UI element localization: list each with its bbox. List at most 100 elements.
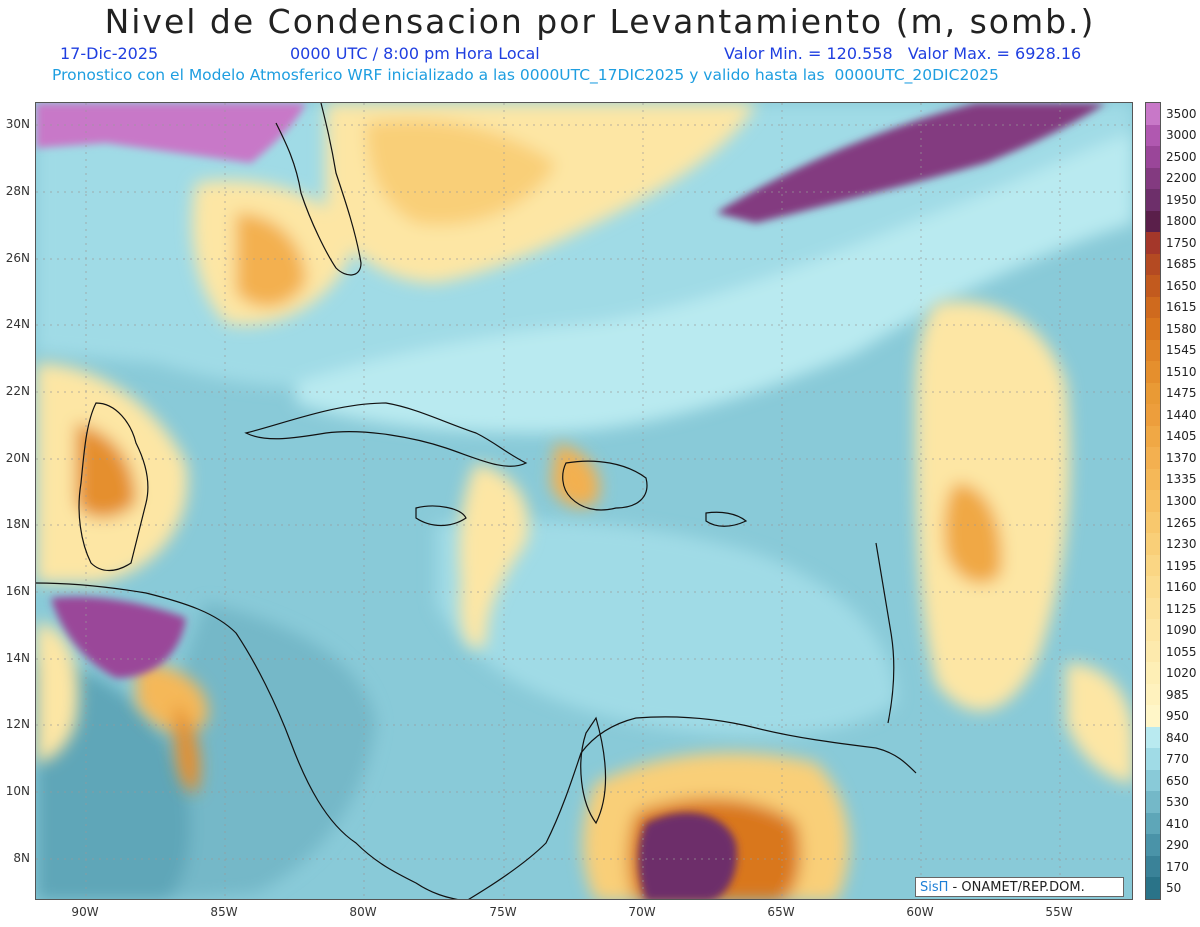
legend-label: 1750 — [1166, 235, 1197, 250]
lon-label: 70W — [628, 905, 656, 919]
lat-label: 26N — [5, 251, 30, 265]
legend-swatch — [1146, 490, 1160, 513]
legend-label: 1090 — [1166, 623, 1197, 638]
legend-swatch — [1146, 275, 1160, 298]
lcl-map — [35, 102, 1133, 900]
legend-label: 3000 — [1166, 128, 1197, 143]
legend-swatch — [1146, 877, 1160, 900]
legend-swatch — [1146, 511, 1160, 534]
legend-swatch — [1146, 640, 1160, 663]
legend-label: 1440 — [1166, 407, 1197, 422]
legend-swatch — [1146, 253, 1160, 276]
legend-swatch — [1146, 662, 1160, 685]
legend-swatch — [1146, 146, 1160, 169]
legend-label: 1335 — [1166, 472, 1197, 487]
legend-swatch — [1146, 103, 1160, 125]
legend-label: 950 — [1166, 709, 1189, 724]
legend-label: 770 — [1166, 752, 1189, 767]
legend-label: 1650 — [1166, 278, 1197, 293]
legend-label: 2500 — [1166, 149, 1197, 164]
legend-label: 1370 — [1166, 450, 1197, 465]
legend-swatch — [1146, 232, 1160, 255]
lon-label: 75W — [489, 905, 517, 919]
lat-label: 30N — [5, 117, 30, 131]
legend-swatch — [1146, 404, 1160, 427]
legend-label: 3500 — [1166, 106, 1197, 121]
lcl-very-high-regions — [36, 103, 1106, 899]
date-label: 17-Dic-2025 — [60, 44, 159, 63]
lat-label: 18N — [5, 517, 30, 531]
forecast-label: Pronostico con el Modelo Atmosferico WRF… — [52, 66, 999, 84]
legend-swatch — [1146, 619, 1160, 642]
lat-label: 28N — [5, 184, 30, 198]
lat-label: 10N — [5, 784, 30, 798]
map-title: Nivel de Condensacion por Levantamiento … — [104, 2, 1096, 41]
legend-swatch — [1146, 189, 1160, 212]
legend-swatch — [1146, 447, 1160, 470]
legend-label: 530 — [1166, 795, 1189, 810]
lat-label: 24N — [5, 317, 30, 331]
legend-label: 1195 — [1166, 558, 1197, 573]
lcl-warm-regions — [36, 103, 1132, 899]
lat-label: 8N — [13, 851, 30, 865]
lon-label: 90W — [71, 905, 99, 919]
legend-label: 1020 — [1166, 666, 1197, 681]
lat-label: 20N — [5, 451, 30, 465]
legend-swatch — [1146, 791, 1160, 814]
legend-swatch — [1146, 683, 1160, 706]
credit-badge: SisΠ - ONAMET/REP.DOM. — [915, 877, 1124, 897]
lon-label: 85W — [210, 905, 238, 919]
lon-label: 80W — [349, 905, 377, 919]
lon-label: 60W — [906, 905, 934, 919]
legend-swatch — [1146, 425, 1160, 448]
legend-label: 1230 — [1166, 537, 1197, 552]
legend-swatch — [1146, 576, 1160, 599]
legend-label: 840 — [1166, 730, 1189, 745]
legend-label: 1265 — [1166, 515, 1197, 530]
legend-label: 1055 — [1166, 644, 1197, 659]
legend-swatch — [1146, 769, 1160, 792]
credit-text: - ONAMET/REP.DOM. — [948, 880, 1085, 895]
lon-label: 65W — [767, 905, 795, 919]
legend-label: 1475 — [1166, 386, 1197, 401]
lat-label: 22N — [5, 384, 30, 398]
minmax-label: Valor Min. = 120.558 Valor Max. = 6928.1… — [724, 44, 1082, 63]
legend-swatch — [1146, 554, 1160, 577]
time-label: 0000 UTC / 8:00 pm Hora Local — [290, 44, 540, 63]
legend-swatch — [1146, 210, 1160, 233]
legend-label: 1800 — [1166, 214, 1197, 229]
legend-label: 650 — [1166, 773, 1189, 788]
legend-label: 1160 — [1166, 580, 1197, 595]
legend-swatch — [1146, 124, 1160, 147]
legend-swatch — [1146, 318, 1160, 341]
lat-label: 16N — [5, 584, 30, 598]
legend-label: 1615 — [1166, 300, 1197, 315]
lon-label: 55W — [1045, 905, 1073, 919]
legend-label: 1300 — [1166, 494, 1197, 508]
legend-swatch — [1146, 533, 1160, 556]
map-grid — [36, 103, 1132, 899]
legend-swatch — [1146, 855, 1160, 878]
coastlines — [36, 103, 917, 899]
legend-label: 170 — [1166, 859, 1189, 874]
legend-label: 1125 — [1166, 601, 1197, 616]
legend-swatch — [1146, 468, 1160, 491]
legend-label: 410 — [1166, 816, 1189, 831]
legend-swatch — [1146, 296, 1160, 319]
legend-label: 290 — [1166, 838, 1189, 853]
legend-label: 1405 — [1166, 429, 1197, 444]
color-legend — [1145, 102, 1161, 900]
legend-swatch — [1146, 339, 1160, 362]
legend-label: 1950 — [1166, 192, 1197, 207]
legend-swatch — [1146, 597, 1160, 620]
legend-swatch — [1146, 705, 1160, 728]
legend-label: 2200 — [1166, 171, 1197, 186]
legend-label: 1685 — [1166, 257, 1197, 272]
legend-swatch — [1146, 726, 1160, 749]
lat-label: 12N — [5, 717, 30, 731]
legend-label: 50 — [1166, 881, 1182, 896]
legend-label: 1545 — [1166, 343, 1197, 358]
brand-text: SisΠ — [920, 880, 949, 895]
legend-swatch — [1146, 812, 1160, 835]
legend-swatch — [1146, 748, 1160, 771]
